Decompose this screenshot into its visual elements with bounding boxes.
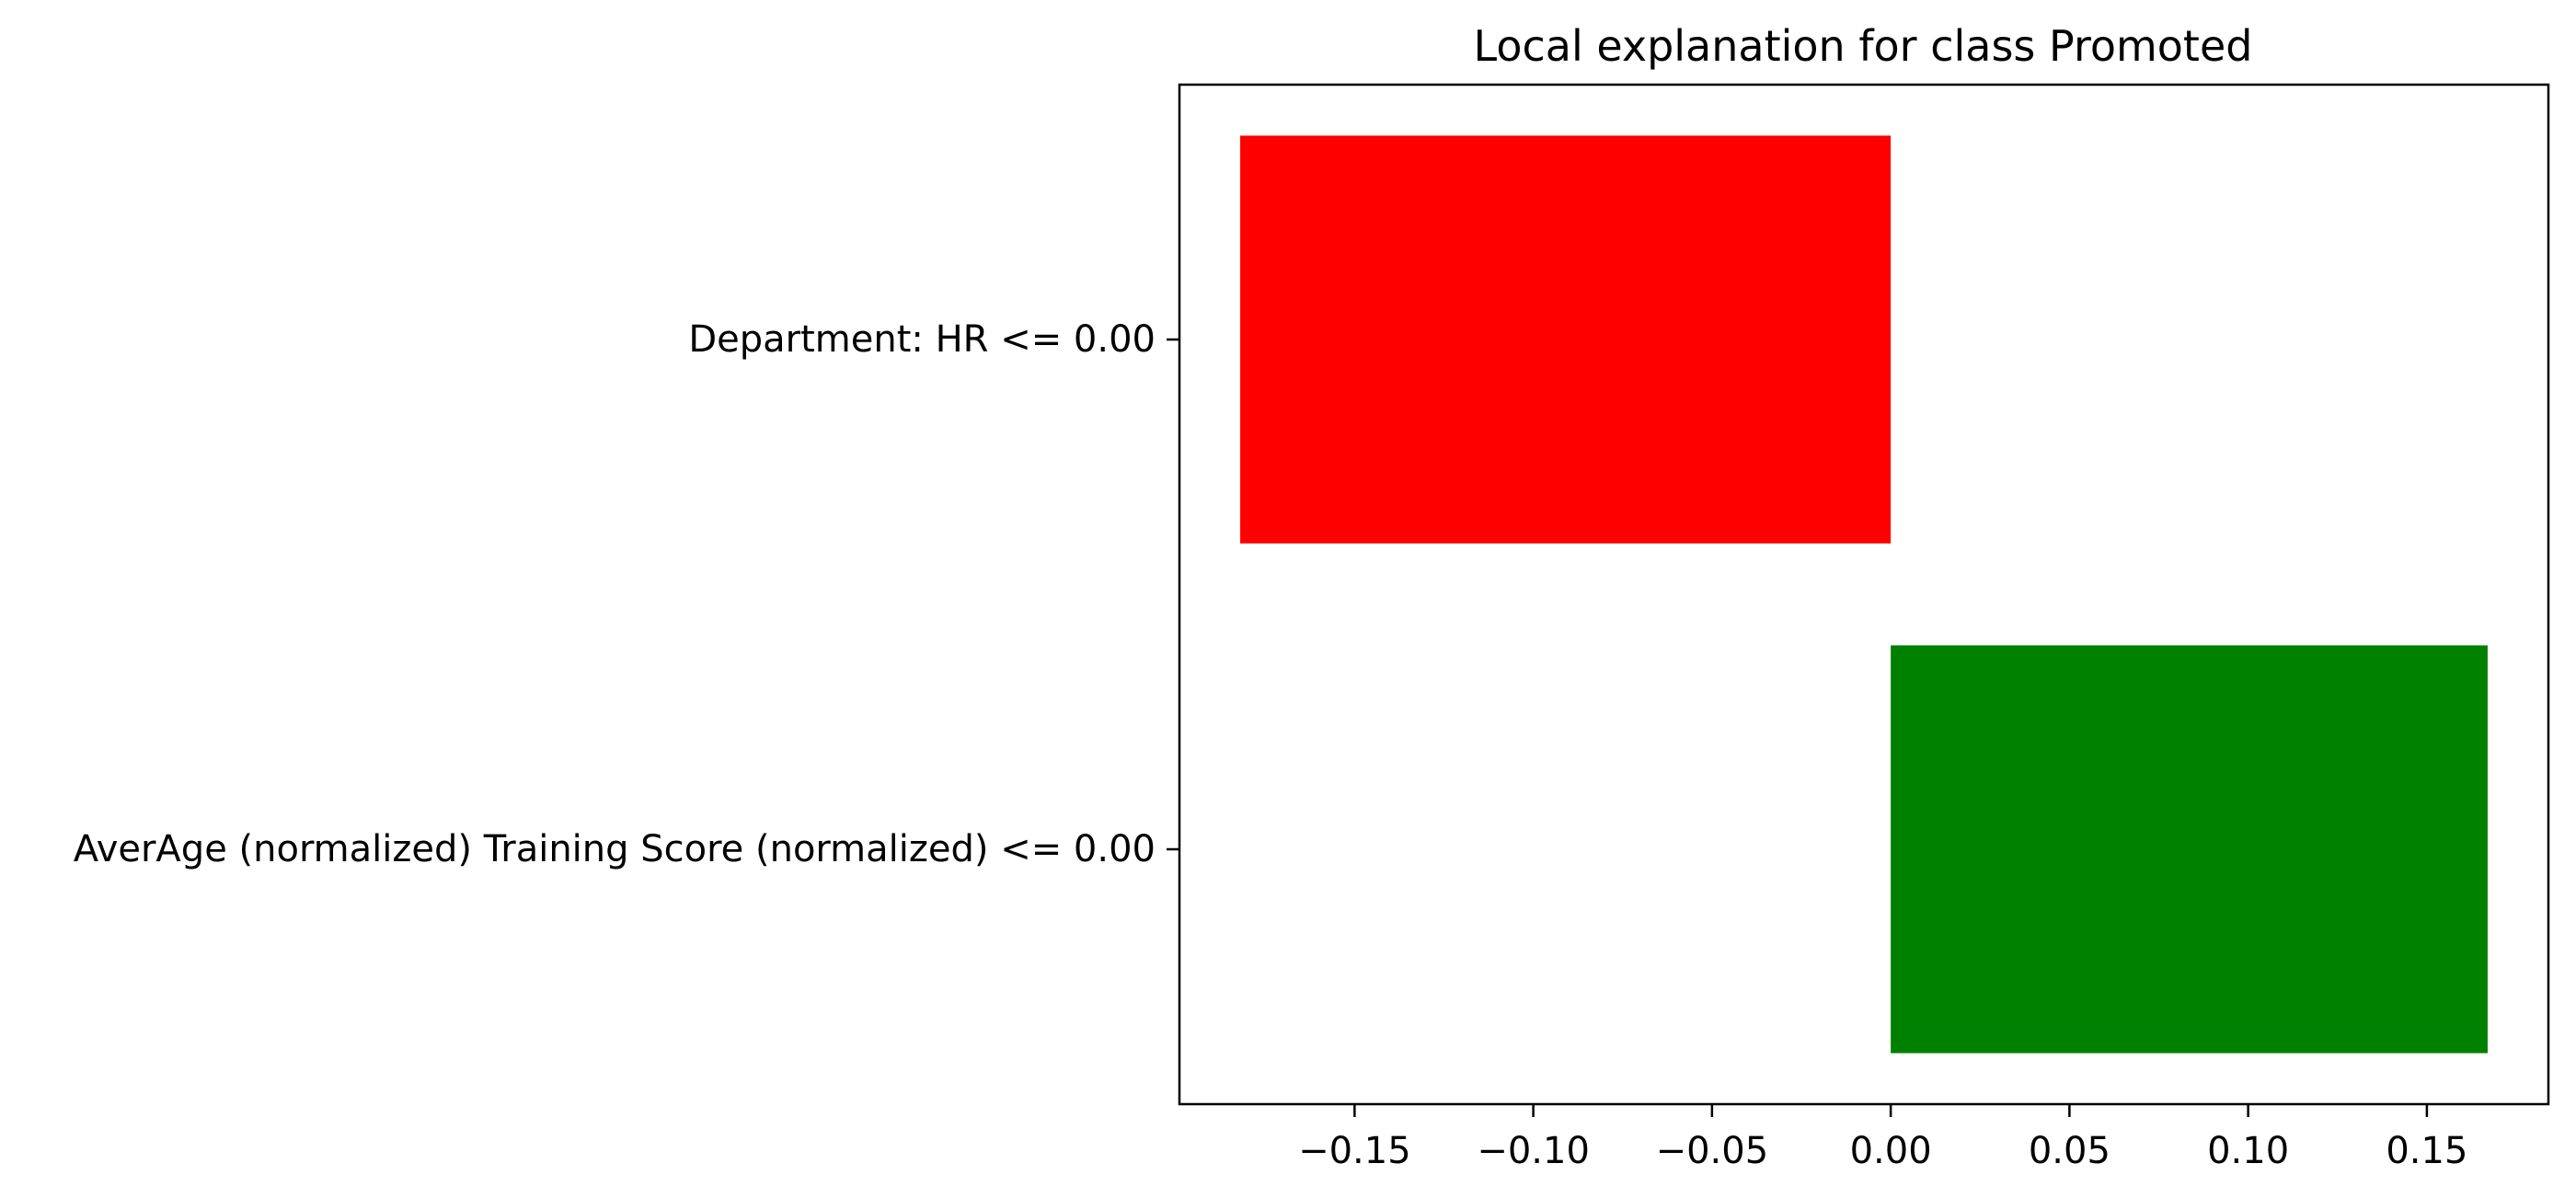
bars-group bbox=[1240, 135, 2488, 1054]
x-tick-label-4: 0.05 bbox=[2029, 1130, 2110, 1172]
x-axis: −0.15 −0.10 −0.05 0.00 0.05 0.10 0.15 bbox=[1298, 1104, 2467, 1172]
plot-area-frame bbox=[1178, 83, 2550, 1106]
x-tick-label-3: 0.00 bbox=[1850, 1130, 1932, 1172]
x-tick-label-0: −0.15 bbox=[1298, 1130, 1411, 1172]
x-tick-label-5: 0.10 bbox=[2207, 1130, 2289, 1172]
y-axis: Department: HR <= 0.00 AverAge (normalize… bbox=[74, 318, 1179, 870]
x-tick-label-6: 0.15 bbox=[2386, 1130, 2467, 1172]
y-tick-label-0: Department: HR <= 0.00 bbox=[688, 318, 1156, 361]
chart-title: Local explanation for class Promoted bbox=[1474, 21, 2253, 71]
x-tick-label-2: −0.05 bbox=[1656, 1130, 1769, 1172]
x-tick-label-1: −0.10 bbox=[1477, 1130, 1590, 1172]
bar-1 bbox=[1891, 645, 2488, 1054]
bar-0 bbox=[1240, 135, 1892, 544]
y-tick-label-1: AverAge (normalized) Training Score (nor… bbox=[74, 828, 1156, 870]
